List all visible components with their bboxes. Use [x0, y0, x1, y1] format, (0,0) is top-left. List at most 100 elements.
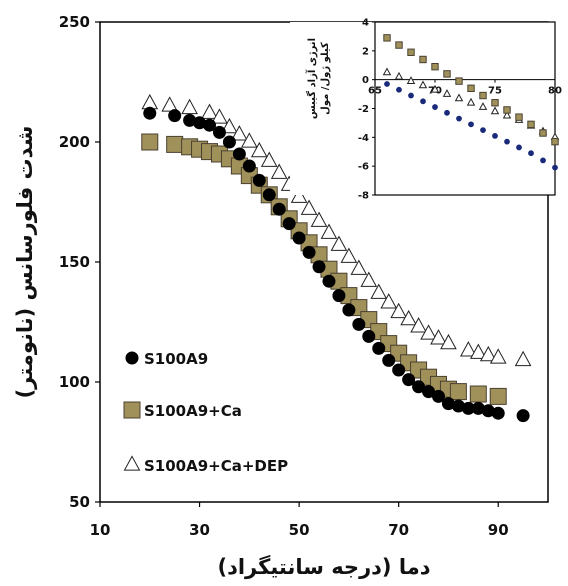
data-point [240, 132, 258, 148]
inset-x-tick-label: 65 [368, 86, 382, 97]
inset-data-point [418, 80, 428, 89]
data-point [372, 341, 386, 355]
data-point [300, 199, 318, 215]
legend-marker [123, 455, 141, 471]
data-point [231, 125, 248, 141]
inset-series-s100a9-ca [383, 34, 559, 146]
legend-item: S100A9+Ca+DEP [123, 455, 288, 475]
inset-data-point [539, 129, 547, 137]
data-point [362, 329, 376, 343]
inset-data-point [382, 67, 392, 76]
inset-data-point [431, 62, 439, 71]
data-point [272, 202, 286, 216]
legend-marker [125, 351, 139, 365]
data-point [221, 117, 238, 134]
y-tick-label: 200 [59, 133, 90, 151]
data-point [203, 118, 217, 132]
data-point [270, 163, 288, 179]
inset-data-point [395, 41, 403, 49]
data-point [431, 389, 445, 403]
y-tick-label: 250 [59, 13, 90, 31]
data-point [181, 98, 198, 115]
inset-background [290, 22, 555, 195]
y-axis-title: شدت فلورسانس (نانومتر) [13, 126, 37, 399]
inset-y-title-line: کیلو ژول/ مول [320, 42, 331, 115]
inset-data-point [444, 109, 450, 116]
inset-y-tick-label: -4 [358, 133, 369, 144]
inset-data-point [455, 77, 463, 85]
data-point [252, 173, 266, 187]
data-point [469, 385, 487, 403]
data-point [242, 159, 256, 173]
inset-data-point [432, 104, 438, 110]
data-point [460, 341, 477, 357]
inset-series-s100a9 [384, 81, 558, 171]
data-point [332, 289, 346, 303]
x-tick-label: 50 [289, 521, 310, 539]
inset-data-point [430, 84, 440, 93]
data-point [479, 345, 497, 362]
inset-y-title-line: انرژی آزاد گیبس [305, 38, 318, 119]
inset-data-point [480, 127, 486, 134]
inset-data-point [504, 138, 510, 145]
data-point [352, 317, 366, 331]
data-point [340, 247, 358, 263]
data-point [491, 406, 505, 420]
data-point [330, 235, 348, 251]
x-axis-title: دما (درجه سانتیگراد) [217, 554, 430, 579]
inset-y-tick-label: -6 [358, 162, 369, 173]
data-point [390, 302, 408, 319]
data-point [166, 135, 184, 153]
data-point [489, 348, 507, 364]
data-point [360, 271, 378, 287]
inset-data-point [384, 81, 390, 87]
inset-x-tick-label: 75 [488, 86, 502, 97]
inset-y-tick-label: 4 [362, 18, 369, 29]
data-point [260, 151, 278, 167]
inset-data-point [396, 86, 402, 93]
data-point [489, 387, 507, 405]
inset-y-tick-label: 2 [362, 46, 369, 57]
inset-data-point [466, 97, 476, 106]
inset-data-point [394, 71, 404, 80]
inset-y-tick-label: 0 [362, 75, 369, 86]
y-tick-label: 100 [59, 373, 90, 391]
legend-label: S100A9 [144, 350, 208, 368]
data-point [342, 303, 356, 317]
legend-label: S100A9+Ca+DEP [144, 457, 288, 475]
data-point [292, 231, 306, 245]
legend-label: S100A9+Ca [144, 402, 242, 420]
data-point [440, 333, 457, 350]
inset-y-axis-title: انرژی آزاد گیبس کیلو ژول/ مول [305, 38, 331, 119]
inset-data-point [490, 106, 500, 115]
inset-data-point [540, 157, 546, 164]
inset-data-point [551, 137, 559, 146]
x-tick-label: 30 [189, 521, 210, 539]
data-point [469, 343, 487, 359]
data-point [161, 96, 179, 112]
data-point [449, 383, 467, 401]
data-point [320, 223, 338, 239]
x-tick-label: 10 [90, 521, 111, 539]
data-point [370, 283, 388, 299]
data-point [516, 409, 530, 423]
data-point [410, 317, 427, 333]
data-point [310, 211, 328, 227]
data-point [514, 350, 532, 367]
data-point [350, 259, 368, 275]
series-s100a9 [143, 106, 530, 423]
data-point [282, 217, 296, 231]
inset-data-point [408, 92, 414, 99]
legend-item: S100A9 [125, 350, 208, 368]
inset-data-point [467, 84, 475, 93]
data-point [201, 103, 218, 119]
data-point [380, 293, 398, 309]
x-tick-label: 90 [488, 521, 509, 539]
inset-data-point [443, 70, 451, 78]
inset-data-point [468, 121, 474, 128]
data-point [143, 106, 157, 120]
data-point [430, 329, 447, 345]
inset-data-point [516, 144, 522, 151]
